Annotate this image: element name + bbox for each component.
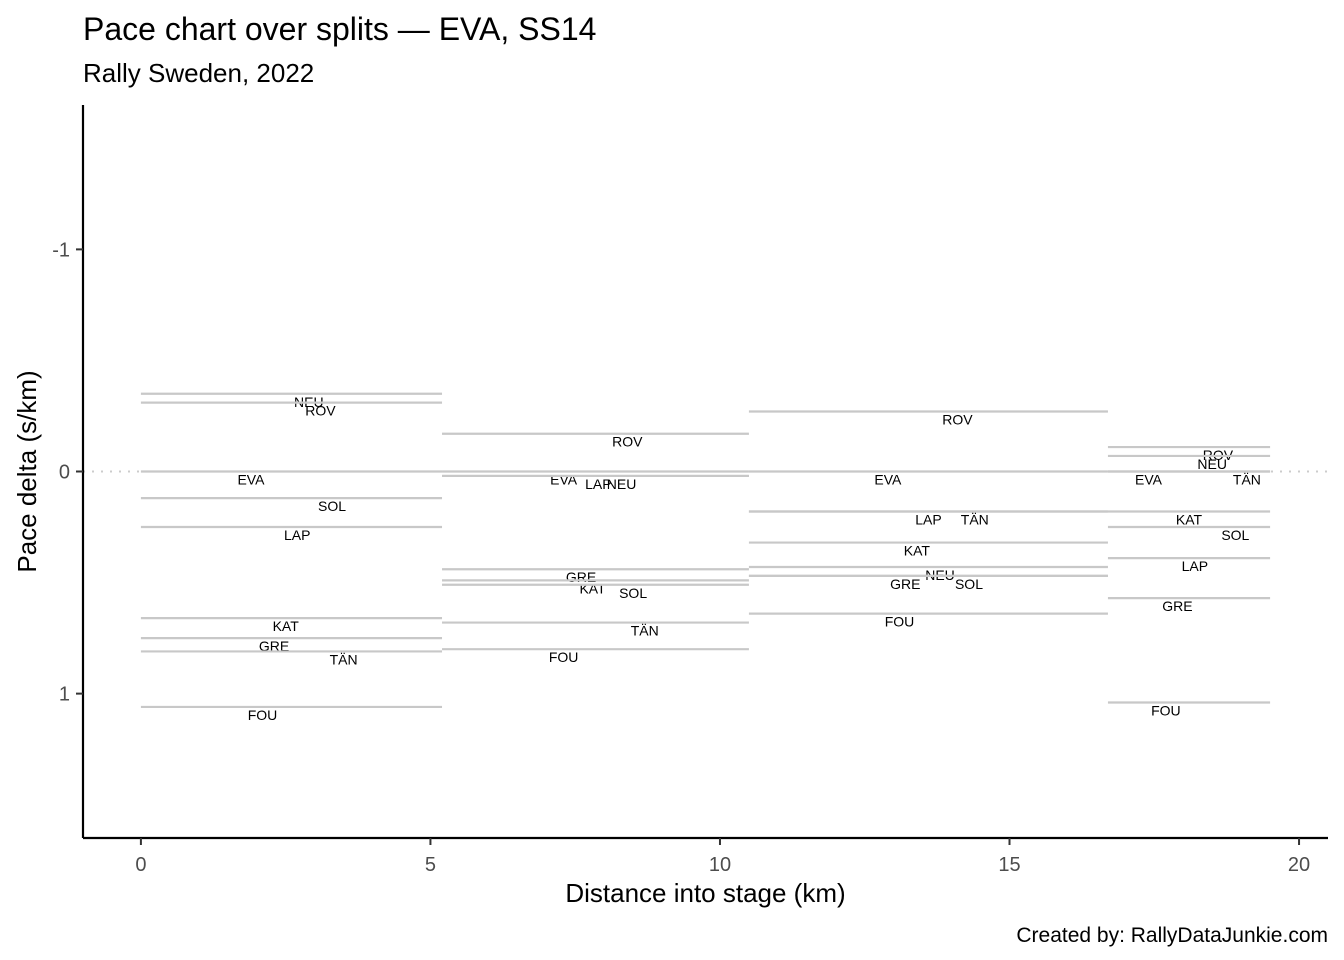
x-axis-title: Distance into stage (km) [565, 878, 845, 908]
y-tick-label: 1 [59, 684, 70, 706]
split-3-driver-label-eva: EVA [874, 472, 902, 488]
x-tick-label: 10 [709, 854, 731, 876]
chart-subtitle: Rally Sweden, 2022 [83, 58, 314, 88]
y-tick-label: 0 [59, 462, 70, 484]
split-1-driver-label-lap: LAP [284, 527, 310, 543]
split-3-driver-label-gre: GRE [890, 576, 920, 592]
x-tick-label: 20 [1288, 854, 1310, 876]
split-4-driver-label-tän: TÄN [1233, 472, 1261, 488]
split-2-driver-label-eva: EVA [550, 472, 578, 488]
split-2-driver-label-rov: ROV [612, 434, 643, 450]
split-1-driver-label-fou: FOU [248, 707, 278, 723]
x-tick-label: 15 [998, 854, 1020, 876]
chart-caption: Created by: RallyDataJunkie.com [1016, 924, 1328, 947]
y-axis-title: Pace delta (s/km) [12, 370, 42, 572]
split-1-driver-label-rov: ROV [305, 403, 336, 419]
split-4-driver-label-sol: SOL [1221, 527, 1249, 543]
split-3-driver-label-fou: FOU [885, 614, 915, 630]
x-tick-label: 0 [135, 854, 146, 876]
chart-title: Pace chart over splits — EVA, SS14 [83, 11, 596, 47]
split-3-driver-label-rov: ROV [942, 412, 973, 428]
split-3-driver-label-sol: SOL [955, 576, 983, 592]
split-4-driver-label-kat: KAT [1176, 511, 1203, 527]
split-3-driver-label-tän: TÄN [961, 511, 989, 527]
split-2-driver-label-neu: NEU [607, 476, 637, 492]
split-3-driver-label-kat: KAT [904, 543, 931, 559]
split-1-driver-label-sol: SOL [318, 498, 346, 514]
split-2-driver-label-sol: SOL [619, 585, 647, 601]
split-3-driver-label-lap: LAP [915, 511, 941, 527]
split-2-driver-label-tän: TÄN [631, 623, 659, 639]
split-4-driver-label-lap: LAP [1182, 558, 1208, 574]
split-1-driver-label-kat: KAT [273, 618, 300, 634]
split-4-driver-label-gre: GRE [1162, 598, 1192, 614]
split-4-driver-label-eva: EVA [1135, 472, 1163, 488]
split-2-driver-label-fou: FOU [549, 649, 579, 665]
split-4-driver-label-neu: NEU [1197, 456, 1227, 472]
x-tick-label: 5 [425, 854, 436, 876]
split-2-driver-label-kat: KAT [579, 580, 606, 596]
y-tick-label: -1 [52, 239, 70, 261]
split-1-driver-label-tän: TÄN [330, 651, 358, 667]
split-2-driver-label-lap: LAP [585, 476, 611, 492]
split-1-driver-label-gre: GRE [259, 638, 289, 654]
split-1-driver-label-eva: EVA [237, 472, 265, 488]
split-4-driver-label-fou: FOU [1151, 703, 1181, 719]
